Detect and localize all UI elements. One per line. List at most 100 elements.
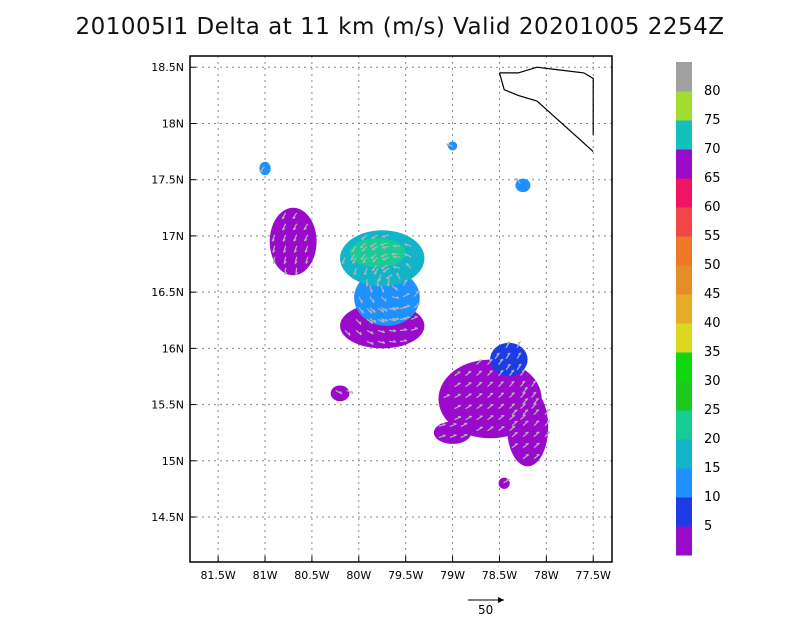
wind-vector-head bbox=[381, 235, 386, 238]
wind-vector-head bbox=[371, 331, 374, 335]
wind-vector-head bbox=[392, 245, 396, 248]
wind-vector-head bbox=[382, 330, 386, 334]
wind-vector-head bbox=[536, 431, 540, 434]
wind-vector-head bbox=[385, 308, 388, 312]
wind-vector-head bbox=[396, 317, 400, 320]
wind-vector-head bbox=[341, 261, 345, 265]
wind-vector-head bbox=[406, 304, 411, 307]
wind-vector-head bbox=[524, 386, 528, 390]
colorbar-label: 50 bbox=[704, 258, 721, 273]
colorbar-label: 70 bbox=[704, 142, 721, 157]
wind-speed-region bbox=[269, 207, 317, 276]
wind-vector-head bbox=[373, 309, 376, 313]
wind-vector-head bbox=[522, 403, 526, 406]
wind-vector-head bbox=[496, 352, 500, 355]
wind-vector-head bbox=[405, 262, 408, 267]
x-tick-label: 80.5W bbox=[294, 569, 329, 582]
wind-vector-head bbox=[304, 238, 308, 242]
x-tick-label: 78.5W bbox=[482, 569, 517, 582]
wind-vector-head bbox=[536, 442, 540, 445]
wind-vector-head bbox=[522, 380, 526, 383]
colorbar-label: 10 bbox=[704, 490, 721, 505]
wind-vector-head bbox=[292, 227, 297, 231]
wind-vector-head bbox=[404, 339, 408, 342]
wind-vector-head bbox=[295, 271, 299, 276]
y-tick-label: 16.5N bbox=[151, 286, 184, 299]
wind-vector-head bbox=[305, 260, 309, 264]
wind-vector-head bbox=[382, 340, 386, 344]
wind-vector-head bbox=[392, 255, 396, 259]
y-tick-label: 17.5N bbox=[151, 174, 184, 187]
wind-vector-head bbox=[489, 370, 493, 373]
wind-vector-head bbox=[535, 409, 540, 412]
wind-speed-region bbox=[349, 238, 406, 268]
wind-vector-head bbox=[385, 318, 389, 322]
wind-vector-head bbox=[511, 392, 515, 395]
wind-vector-head bbox=[442, 423, 446, 426]
colorbar-label: 5 bbox=[704, 519, 712, 534]
wind-vector-head bbox=[478, 359, 482, 362]
wind-speed-region bbox=[490, 342, 528, 377]
wind-vector-head bbox=[363, 272, 368, 276]
colorbar-label: 60 bbox=[704, 200, 721, 215]
wind-vector-head bbox=[380, 255, 384, 258]
wind-vector-head bbox=[393, 339, 397, 343]
wind-vector-head bbox=[514, 409, 518, 412]
wind-vector-head bbox=[294, 260, 298, 265]
plot-frame bbox=[189, 55, 613, 563]
wind-vector-head bbox=[293, 249, 298, 253]
y-axis: 14.5N 15N 15.5N 16N 16.5N 17N 17.5N 18N 18.5N bbox=[151, 61, 196, 524]
colorbar: 5 10 15 20 25 30 35 40 45 50 55 60 65 70 75 80 bbox=[676, 62, 721, 556]
colorbar-swatch bbox=[676, 381, 692, 411]
chart-title: 201005I1 Delta at 11 km (m/s) Valid 2020… bbox=[75, 14, 725, 40]
wind-vector-head bbox=[282, 238, 286, 242]
x-tick-label: 81W bbox=[253, 569, 278, 582]
wind-vector-head bbox=[499, 358, 504, 361]
wind-vector-head bbox=[378, 278, 382, 282]
colorbar-label: 30 bbox=[704, 374, 721, 389]
wind-vector-head bbox=[352, 261, 356, 264]
wind-speed-region bbox=[433, 421, 472, 444]
wind-vector-head bbox=[283, 260, 287, 265]
y-tick-label: 16N bbox=[162, 342, 184, 355]
wind-vector-head bbox=[353, 272, 357, 276]
wind-vector-head bbox=[359, 331, 363, 336]
wind-vector-head bbox=[406, 315, 411, 318]
wind-vector-head bbox=[283, 249, 287, 253]
wind-vector-head bbox=[500, 369, 504, 372]
wind-vector-head bbox=[522, 414, 526, 417]
wind-vector-head bbox=[304, 249, 308, 253]
wind-vector-head bbox=[489, 381, 493, 384]
wind-vector-head bbox=[404, 243, 407, 247]
wind-vector-head bbox=[339, 390, 343, 395]
wind-vector-head bbox=[361, 249, 365, 252]
wind-vector-head bbox=[415, 290, 419, 293]
reference-arrowhead bbox=[498, 597, 504, 603]
wind-vector-head bbox=[259, 170, 263, 173]
colorbar-label: 25 bbox=[704, 403, 721, 418]
wind-vector-head bbox=[351, 249, 355, 253]
wind-vector-head bbox=[387, 283, 390, 287]
wind-vector-head bbox=[359, 246, 364, 249]
wind-vector-head bbox=[535, 397, 539, 401]
wind-vector-head bbox=[393, 329, 397, 332]
wind-vector-head bbox=[382, 247, 386, 250]
colorbar-label: 75 bbox=[704, 113, 721, 128]
colorbar-label: 55 bbox=[704, 229, 721, 244]
colorbar-swatch bbox=[676, 294, 692, 324]
colorbar-swatch bbox=[676, 62, 692, 92]
wind-vector-head bbox=[533, 402, 537, 406]
wind-vector-head bbox=[511, 403, 515, 406]
wind-vector-head bbox=[396, 295, 400, 299]
wind-vector-head bbox=[404, 253, 408, 257]
colorbar-swatch bbox=[676, 91, 692, 121]
wind-vector-head bbox=[546, 420, 551, 423]
wind-vector-head bbox=[532, 380, 537, 383]
wind-vector-head bbox=[521, 369, 526, 372]
wind-vector-head bbox=[489, 358, 493, 361]
y-tick-label: 15N bbox=[162, 455, 184, 468]
y-tick-label: 14.5N bbox=[151, 511, 184, 524]
wind-vector-head bbox=[359, 321, 362, 325]
colorbar-swatch bbox=[676, 352, 692, 382]
